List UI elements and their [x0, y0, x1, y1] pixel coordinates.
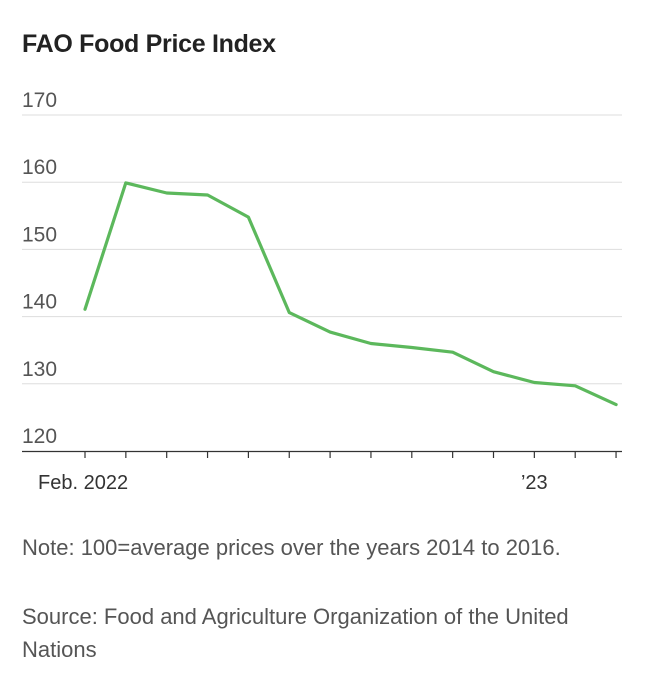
- x-axis: Feb. 2022 ’23: [22, 450, 622, 494]
- y-tick-label-150: 150: [22, 223, 57, 246]
- y-tick-label-160: 160: [22, 156, 57, 179]
- y-tick-label-130: 130: [22, 358, 57, 381]
- chart-source: Source: Food and Agriculture Organizatio…: [22, 604, 569, 662]
- y-tick-label-120: 120: [22, 425, 57, 448]
- series-line-0: [83, 181, 618, 407]
- y-tick-label-170: 170: [22, 89, 57, 112]
- y-tick-labels: 120 130 140 150 160 170: [22, 89, 57, 448]
- series-group: [83, 181, 618, 407]
- y-tick-label-140: 140: [22, 291, 57, 314]
- chart-note: Note: 100=average prices over the years …: [22, 535, 561, 560]
- gridlines: [22, 114, 622, 385]
- chart-title: FAO Food Price Index: [22, 30, 276, 58]
- x-tick-label-2023-01: ’23: [521, 472, 548, 494]
- x-tick-label-2022-02: Feb. 2022: [38, 472, 128, 494]
